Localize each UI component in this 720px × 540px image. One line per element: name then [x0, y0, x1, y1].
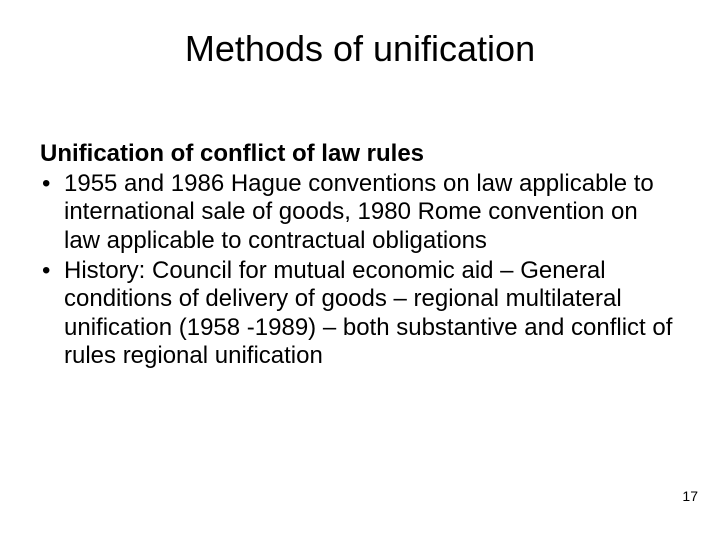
slide-subtitle: Unification of conflict of law rules	[40, 140, 680, 168]
slide-body: Unification of conflict of law rules 195…	[40, 140, 680, 370]
bullet-list: 1955 and 1986 Hague conventions on law a…	[40, 170, 680, 370]
slide: Methods of unification Unification of co…	[0, 0, 720, 540]
slide-title: Methods of unification	[90, 28, 630, 70]
bullet-item: 1955 and 1986 Hague conventions on law a…	[40, 170, 680, 255]
bullet-item: History: Council for mutual economic aid…	[40, 257, 680, 370]
page-number: 17	[682, 488, 698, 504]
